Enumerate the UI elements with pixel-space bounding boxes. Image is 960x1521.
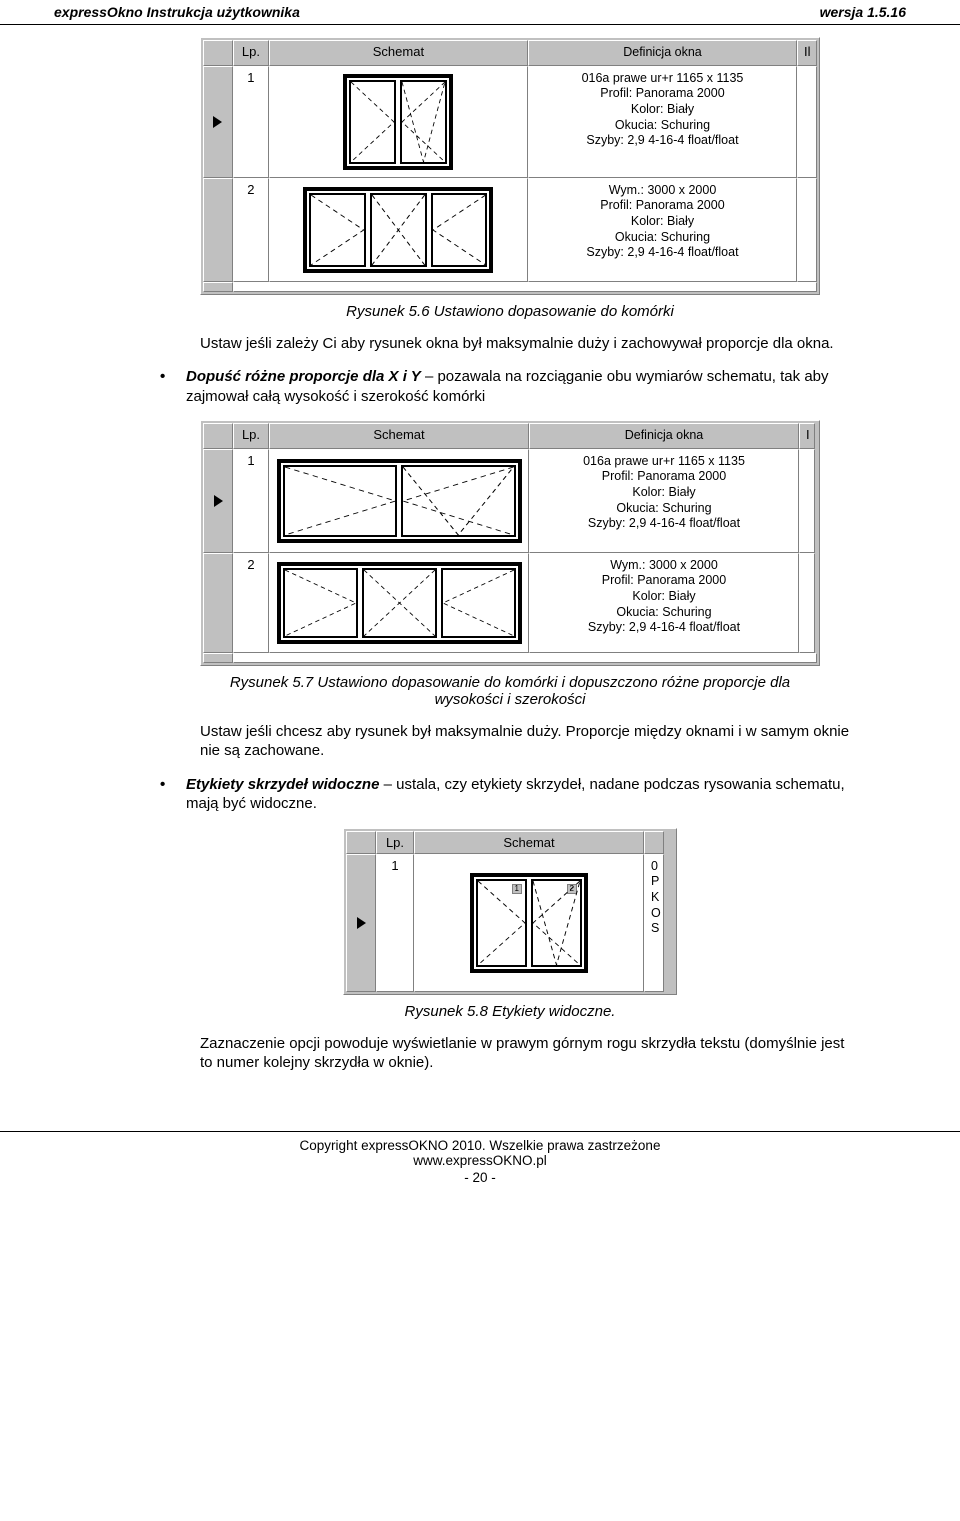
col-def: Definicja okna — [528, 40, 797, 66]
caption-5-8: Rysunek 5.8 Etykiety widoczne. — [160, 1003, 860, 1020]
col-selector — [203, 40, 233, 66]
cell-def: Wym.: 3000 x 2000 Profil: Panorama 2000 … — [528, 178, 797, 282]
current-row-icon — [214, 495, 223, 507]
caption-5-7: Rysunek 5.7 Ustawiono dopasowanie do kom… — [160, 674, 860, 708]
current-row-icon — [357, 917, 366, 929]
caption-5-6: Rysunek 5.6 Ustawiono dopasowanie do kom… — [160, 303, 860, 320]
col-schemat: Schemat — [269, 40, 528, 66]
bullet-icon: • — [160, 775, 186, 814]
table-2: Lp. Schemat Definicja okna I 1 016a praw… — [200, 420, 820, 666]
col-lp: Lp. — [233, 40, 269, 66]
cell-schemat — [269, 178, 528, 282]
bullet-labels: • Etykiety skrzydeł widoczne – ustala, c… — [160, 775, 860, 814]
table-3: Lp. Schemat 1 1 2 0 P K O S — [343, 828, 677, 995]
cell-def: 016a prawe ur+r 1165 x 1135 Profil: Pano… — [528, 66, 797, 178]
col-il: Il — [797, 40, 817, 66]
header-right: wersja 1.5.16 — [820, 4, 906, 20]
page-footer: Copyright expressOKNO 2010. Wszelkie pra… — [0, 1131, 960, 1189]
para-3: Zaznaczenie opcji powoduje wyświetlanie … — [200, 1034, 860, 1073]
header-left: expressOkno Instrukcja użytkownika — [54, 4, 300, 20]
row-selector[interactable] — [203, 66, 233, 178]
bullet-icon: • — [160, 367, 186, 406]
para-1: Ustaw jeśli zależy Ci aby rysunek okna b… — [200, 334, 860, 354]
current-row-icon — [213, 116, 222, 128]
para-2: Ustaw jeśli chcesz aby rysunek był maksy… — [200, 722, 860, 761]
cell-schemat — [269, 66, 528, 178]
bullet-proportions: • Dopuść różne proporcje dla X i Y – poz… — [160, 367, 860, 406]
cell-lp: 2 — [233, 178, 269, 282]
table-1: Lp. Schemat Definicja okna Il 1 016a pra… — [200, 37, 820, 295]
cell-lp: 1 — [233, 66, 269, 178]
row-selector[interactable] — [203, 178, 233, 282]
